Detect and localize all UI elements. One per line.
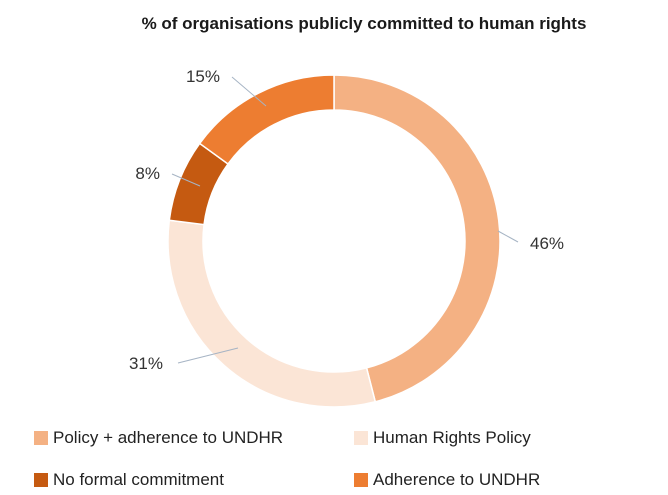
data-label: 31% (129, 354, 163, 373)
data-label: 8% (135, 164, 160, 183)
donut-chart: 46% 31% 8% 15% (129, 67, 564, 408)
data-label: 46% (530, 234, 564, 253)
legend-swatch (34, 473, 48, 487)
donut-slice-adherence-to-undhr (198, 74, 335, 166)
legend-item-no-formal-commitment: No formal commitment (34, 470, 354, 490)
leader-line (171, 173, 201, 187)
legend-label: Human Rights Policy (373, 428, 531, 447)
legend-swatch (34, 431, 48, 445)
legend-item-adherence-undhr: Adherence to UNDHR (354, 470, 654, 490)
legend-label: Policy + adherence to UNDHR (53, 428, 284, 447)
legend-label: Adherence to UNDHR (373, 470, 541, 489)
donut-slice-human-rights-policy (167, 219, 377, 408)
legend: Policy + adherence to UNDHR Human Rights… (34, 428, 654, 490)
legend-item-policy-adherence: Policy + adherence to UNDHR (34, 428, 354, 448)
chart-title: % of organisations publicly committed to… (141, 14, 587, 33)
data-label: 15% (186, 67, 220, 86)
legend-swatch (354, 473, 368, 487)
leader-line (497, 230, 519, 243)
legend-label: No formal commitment (53, 470, 224, 489)
donut-slice-policy-adherence-to-undhr (333, 74, 501, 403)
leader-line (231, 76, 267, 107)
leader-line (177, 347, 239, 364)
legend-item-human-rights-policy: Human Rights Policy (354, 428, 654, 448)
legend-swatch (354, 431, 368, 445)
